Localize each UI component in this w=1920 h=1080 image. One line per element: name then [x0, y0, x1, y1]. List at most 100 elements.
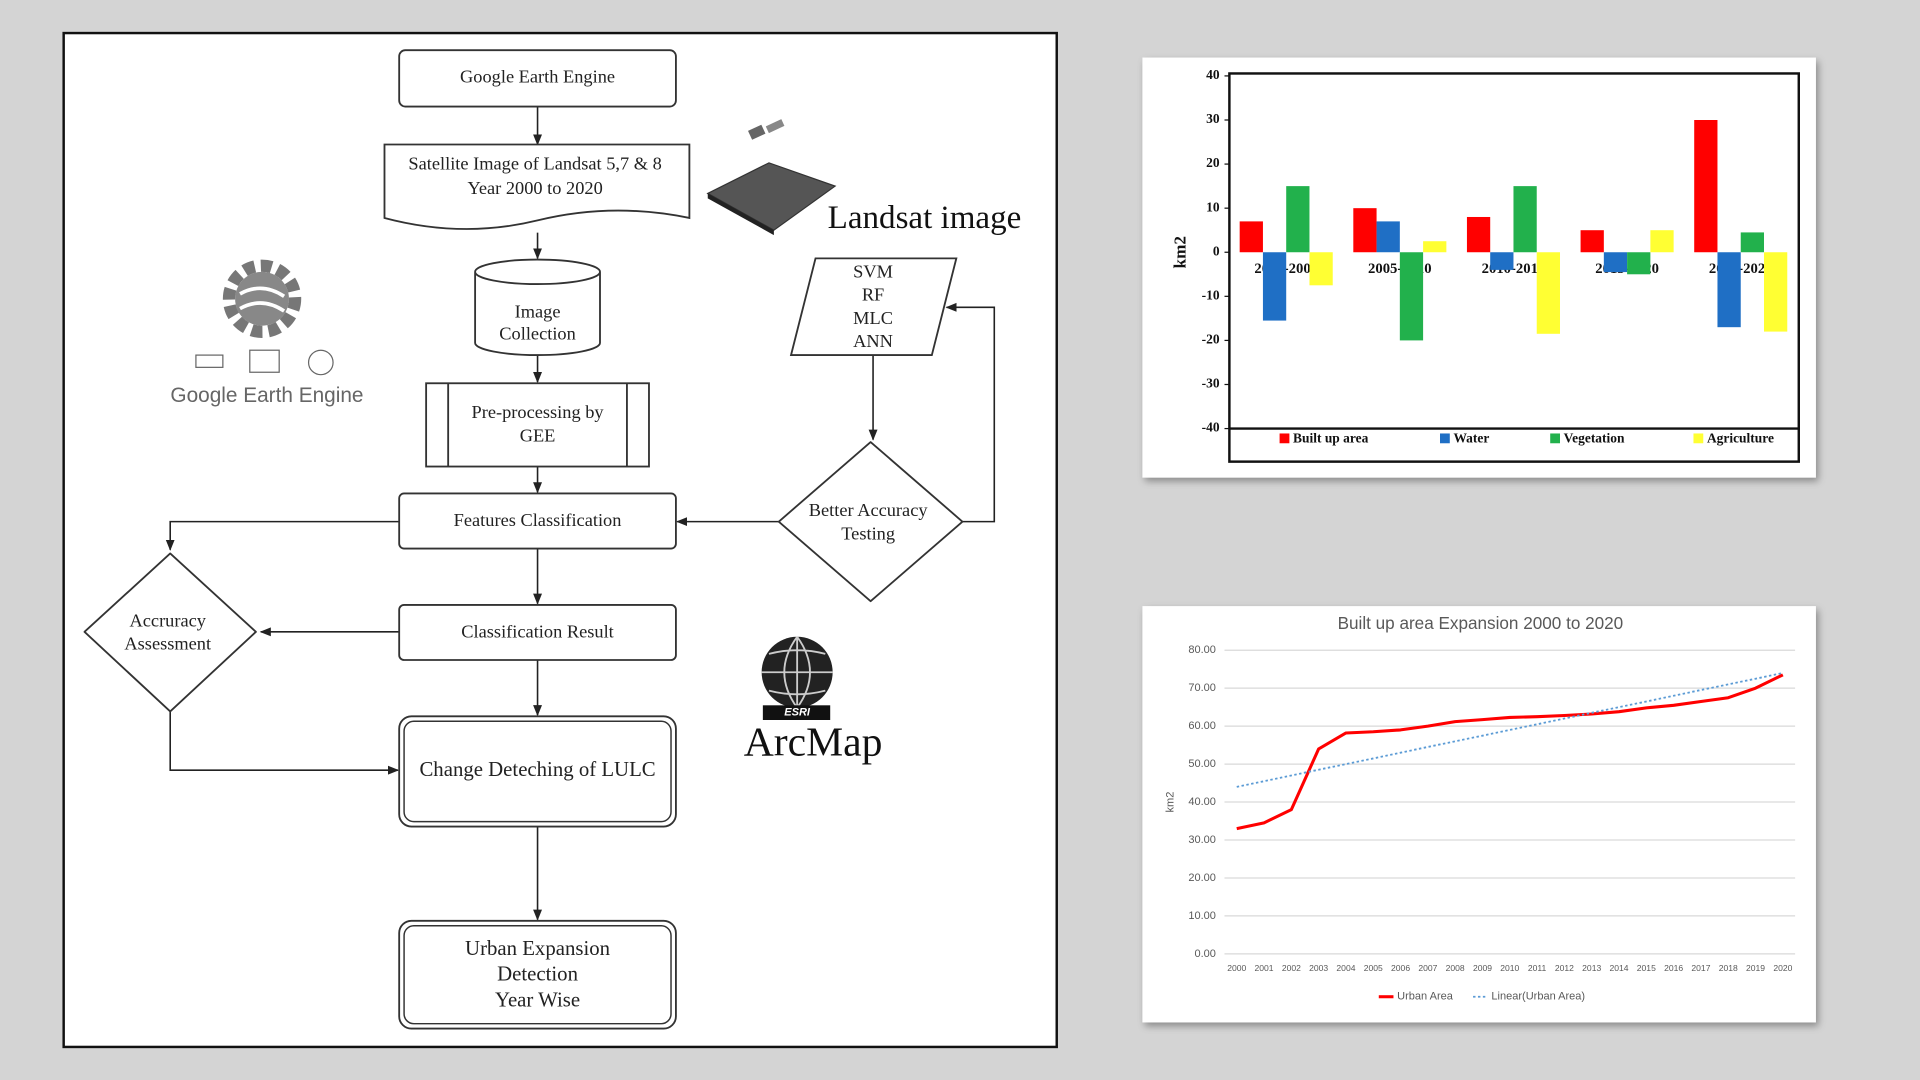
- legend-swatch: [1550, 433, 1560, 444]
- x-tick-label: 2017: [1691, 963, 1710, 973]
- bar: [1490, 252, 1514, 270]
- x-tick-label: 2008: [1446, 963, 1465, 973]
- node-text: SVM: [853, 261, 893, 281]
- y-tick-label: 10: [1206, 199, 1220, 214]
- x-tick-label: 2004: [1336, 963, 1355, 973]
- node-text: Google Earth Engine: [460, 67, 615, 87]
- bar-plot-frame: [1228, 72, 1800, 463]
- arrows: [165, 106, 996, 921]
- node-box-inner: [403, 924, 672, 1025]
- bar: [1694, 120, 1718, 253]
- node-diamond: [777, 441, 964, 603]
- x-tick-label: 2001: [1255, 963, 1274, 973]
- node-text: RF: [862, 285, 884, 305]
- node-box-inner: [403, 720, 672, 823]
- y-tick-label: 70.00: [1188, 682, 1216, 694]
- x-tick-label: 2012: [1555, 963, 1574, 973]
- node-text: Classification Result: [461, 621, 613, 641]
- node-box: [398, 49, 677, 108]
- node-text: GEE: [520, 425, 556, 445]
- bar: [1353, 208, 1377, 253]
- node-box: [398, 603, 677, 661]
- icon: [307, 349, 334, 376]
- bar: [1262, 252, 1287, 321]
- node-text: Collection: [499, 324, 576, 344]
- node-cylinder: [474, 258, 601, 357]
- bar: [1309, 252, 1333, 286]
- globe-grid: [761, 636, 833, 709]
- gear-waves: [239, 286, 286, 313]
- node-box: [398, 492, 677, 550]
- x-tick-label: 2014: [1609, 963, 1628, 973]
- icon: [249, 349, 280, 373]
- gear-core: [235, 271, 289, 326]
- satellite: [748, 124, 766, 140]
- node-text: Assessment: [124, 634, 211, 654]
- arcmap-text: ArcMap: [744, 719, 883, 765]
- y-tick-label: 30.00: [1188, 834, 1216, 846]
- node-text: Testing: [841, 523, 895, 543]
- node-text: Urban Expansion: [465, 936, 611, 960]
- node-parallelogram: [789, 257, 958, 357]
- legend-swatch: [1279, 433, 1290, 444]
- esri-bar: [762, 705, 831, 720]
- node-box: [398, 715, 677, 828]
- bar: [1603, 252, 1628, 273]
- node-text: MLC: [853, 308, 893, 328]
- x-tick-label: 2005: [1364, 963, 1383, 973]
- bar: [1513, 186, 1537, 253]
- bar: [1376, 221, 1400, 253]
- landsat-icon: [706, 119, 837, 236]
- node-text: Accruracy: [130, 610, 207, 630]
- x-tick-label: 2011: [1528, 963, 1547, 973]
- satellite-image-edge: [707, 193, 774, 236]
- y-tick-label: 0: [1213, 243, 1220, 258]
- satellite-panel: [765, 119, 785, 134]
- node-document: [383, 143, 691, 230]
- bar: [1423, 241, 1447, 253]
- node-process: [425, 382, 650, 468]
- bar: [1239, 221, 1263, 253]
- y-tick-label: -30: [1202, 376, 1220, 391]
- legend-label: Linear(Urban Area): [1491, 991, 1585, 1003]
- legend-swatch: [1440, 433, 1450, 444]
- bar: [1466, 216, 1491, 253]
- y-tick-label: 60.00: [1188, 720, 1216, 732]
- legend-swatch: [1693, 433, 1704, 444]
- x-tick-label: 2000: [1227, 963, 1246, 973]
- bar: [1764, 252, 1788, 332]
- bar: [1580, 230, 1604, 253]
- x-tick-label: 2006: [1391, 963, 1410, 973]
- y-tick-label: 30: [1206, 111, 1220, 126]
- y-tick-label: -40: [1202, 420, 1220, 435]
- y-tick-label: 0.00: [1194, 948, 1215, 960]
- x-tick-label: 2009: [1473, 963, 1492, 973]
- landsat-label: Landsat image: [828, 200, 1022, 236]
- esri-text: ESRI: [784, 707, 811, 719]
- x-tick-label: 2019: [1746, 963, 1765, 973]
- x-tick-label: 2018: [1719, 963, 1738, 973]
- y-tick-label: 10.00: [1188, 910, 1216, 922]
- x-tick-label: 2002: [1282, 963, 1301, 973]
- node-text: Better Accuracy: [809, 500, 929, 520]
- gee-logo-text: Google Earth Engine: [170, 384, 363, 407]
- y-tick-label: 40: [1206, 67, 1220, 82]
- node-text: Year 2000 to 2020: [467, 178, 602, 198]
- y-tick-label: 80.00: [1188, 644, 1216, 656]
- arcmap-logo: [761, 636, 833, 720]
- legend-label: Built up area: [1293, 431, 1369, 446]
- y-tick-label: 40.00: [1188, 796, 1216, 808]
- node-diamond: [83, 552, 257, 713]
- node-text: ANN: [853, 331, 893, 351]
- legend-label: Urban Area: [1397, 991, 1454, 1003]
- flow-nodes: Google Earth Engine Satellite Image of L…: [83, 49, 964, 1030]
- bar: [1740, 232, 1764, 253]
- bar: [1650, 230, 1674, 253]
- y-tick-label: 20: [1206, 155, 1220, 170]
- bar: [1399, 252, 1424, 341]
- y-axis-label: km2: [1165, 792, 1177, 813]
- y-tick-label: 20.00: [1188, 872, 1216, 884]
- x-tick-label: 2020: [1773, 963, 1792, 973]
- gee-logo: [195, 259, 334, 376]
